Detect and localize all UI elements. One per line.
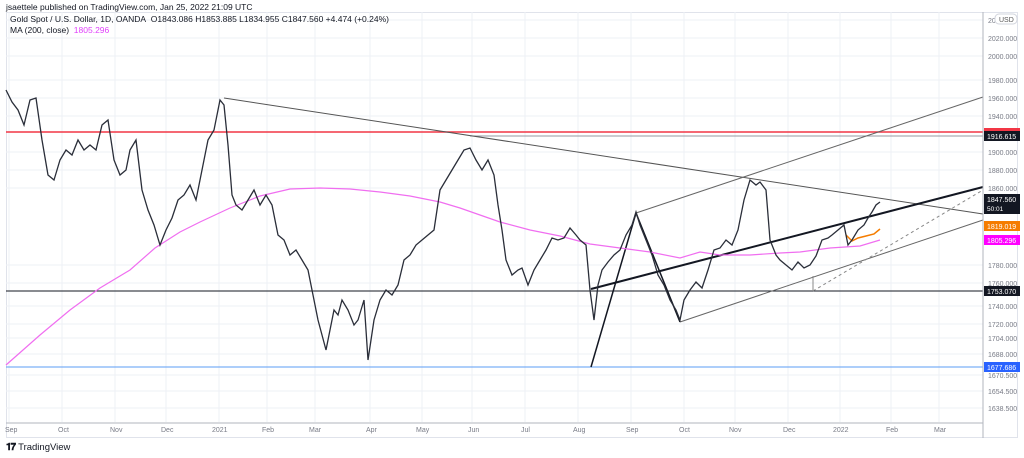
svg-text:2000.000: 2000.000: [988, 54, 1017, 61]
footer: 𝟏𝟕 TradingView: [6, 442, 70, 453]
ma-200-line: [5, 187, 881, 366]
svg-text:1900.000: 1900.000: [988, 150, 1017, 157]
svg-text:Oct: Oct: [679, 427, 690, 434]
svg-text:Aug: Aug: [573, 427, 586, 434]
svg-text:Dec: Dec: [161, 427, 174, 434]
svg-text:Feb: Feb: [262, 427, 274, 434]
currency-label: USD: [999, 17, 1014, 24]
ma-label: MA (200, close): [10, 25, 70, 35]
svg-text:1980.000: 1980.000: [988, 78, 1017, 85]
svg-text:50:01: 50:01: [987, 206, 1004, 213]
ma-row[interactable]: MA (200, close) 1805.296: [10, 25, 389, 36]
svg-text:Nov: Nov: [110, 427, 123, 434]
svg-text:1720.000: 1720.000: [988, 322, 1017, 329]
brand-name[interactable]: TradingView: [18, 442, 71, 453]
svg-text:1760.000: 1760.000: [988, 281, 1017, 288]
svg-text:Oct: Oct: [58, 427, 69, 434]
tradingview-logo-icon: 𝟏𝟕: [6, 442, 16, 453]
grid: [6, 12, 983, 422]
svg-text:1880.000: 1880.000: [988, 168, 1017, 175]
svg-text:1753.070: 1753.070: [987, 289, 1016, 296]
svg-text:1860.000: 1860.000: [988, 186, 1017, 193]
svg-text:Sep: Sep: [626, 427, 639, 434]
svg-text:1670.500: 1670.500: [988, 373, 1017, 380]
svg-text:Jun: Jun: [468, 427, 479, 434]
publisher-line: jsaettele published on TradingView.com, …: [6, 2, 253, 12]
svg-text:Feb: Feb: [886, 427, 898, 434]
svg-text:1940.000: 1940.000: [988, 114, 1017, 121]
svg-text:2020.000: 2020.000: [988, 36, 1017, 43]
ohlc-values: O1843.086 H1853.885 L1834.955 C1847.560 …: [150, 14, 389, 24]
svg-text:2022: 2022: [833, 427, 849, 434]
svg-text:1847.560: 1847.560: [987, 197, 1016, 204]
ma-value: 1805.296: [73, 25, 110, 35]
drawn-trendlines: [223, 96, 984, 368]
svg-text:Nov: Nov: [729, 427, 742, 434]
svg-text:1805.296: 1805.296: [987, 238, 1016, 245]
svg-text:Mar: Mar: [934, 427, 947, 434]
price-line: [5, 89, 881, 361]
svg-text:1780.000: 1780.000: [988, 263, 1017, 270]
symbol-name: Gold Spot / U.S. Dollar, 1D, OANDA: [10, 14, 147, 24]
symbol-row[interactable]: Gold Spot / U.S. Dollar, 1D, OANDA O1843…: [10, 14, 389, 25]
svg-text:1819.019: 1819.019: [987, 224, 1016, 231]
svg-text:1688.000: 1688.000: [988, 352, 1017, 359]
svg-text:1654.500: 1654.500: [988, 389, 1017, 396]
svg-text:Sep: Sep: [5, 427, 18, 434]
chart-legend: Gold Spot / U.S. Dollar, 1D, OANDA O1843…: [10, 14, 389, 36]
svg-text:1740.000: 1740.000: [988, 304, 1017, 311]
orange-ma-line: [845, 228, 881, 242]
svg-text:Jul: Jul: [521, 427, 530, 434]
svg-text:Mar: Mar: [309, 427, 322, 434]
svg-text:2021: 2021: [212, 427, 228, 434]
svg-text:1916.615: 1916.615: [987, 134, 1016, 141]
svg-text:Apr: Apr: [366, 427, 378, 434]
svg-text:Dec: Dec: [783, 427, 796, 434]
svg-text:May: May: [416, 427, 430, 434]
svg-text:1960.000: 1960.000: [988, 96, 1017, 103]
svg-text:1677.686: 1677.686: [987, 365, 1016, 372]
time-axis[interactable]: Sep Oct Nov Dec 2021 Feb Mar Apr May Jun Jul Aug…: [5, 422, 983, 434]
svg-text:1704.000: 1704.000: [988, 336, 1017, 343]
svg-text:1638.500: 1638.500: [988, 406, 1017, 413]
